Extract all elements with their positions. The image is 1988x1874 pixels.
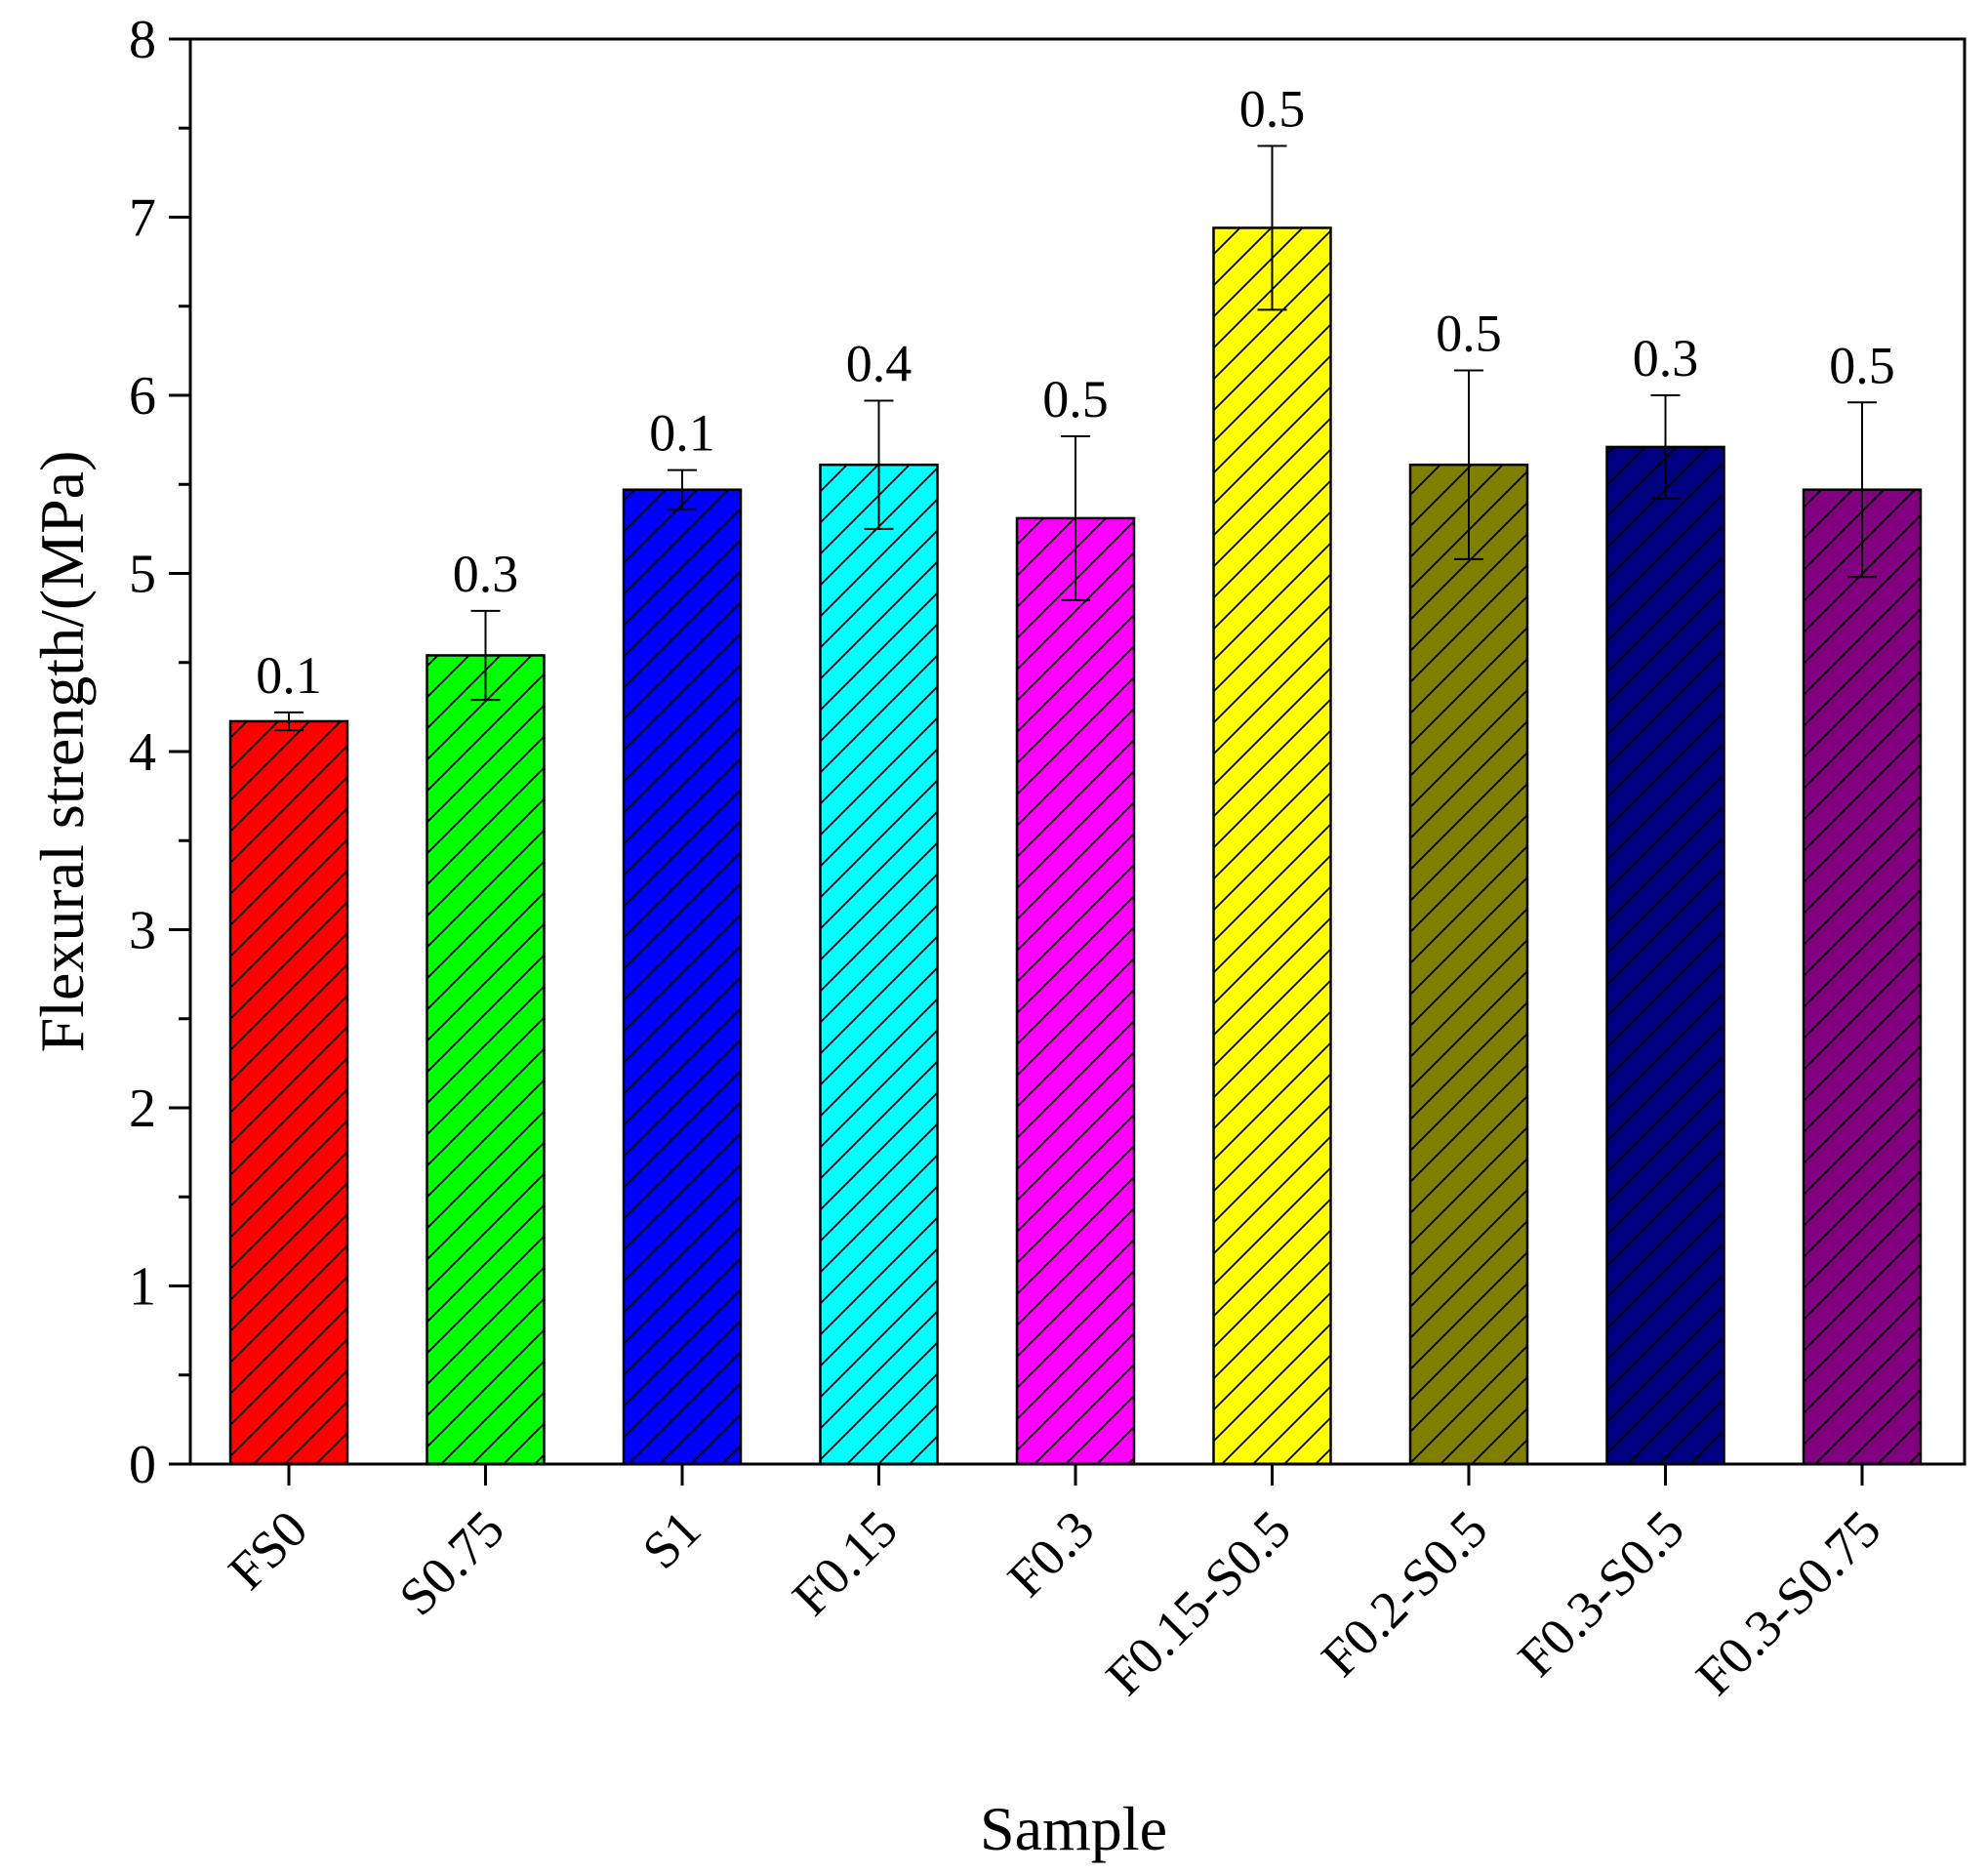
x-tick-label-F0.3-S0.75: F0.3-S0.75 xyxy=(1684,1499,1891,1706)
bar-FS0 xyxy=(228,719,349,1466)
y-tick-label-4: 4 xyxy=(129,722,156,783)
bar-F0.3 xyxy=(1015,516,1136,1466)
x-tick-label-S1: S1 xyxy=(631,1499,712,1580)
bar-F0.15 xyxy=(819,463,939,1466)
x-tick-label-F0.15-S0.5: F0.15-S0.5 xyxy=(1095,1499,1302,1706)
x-tick-label-F0.3: F0.3 xyxy=(996,1499,1105,1608)
x-axis: FS0 S0.75 S1 F0.15 F0.3F0.15-S0.5 F0.2-S0.5 F0… xyxy=(217,1464,1891,1706)
y-tick-label-8: 8 xyxy=(129,10,156,70)
y-tick-label-2: 2 xyxy=(129,1079,156,1139)
x-tick-label-F0.2-S0.5: F0.2-S0.5 xyxy=(1310,1499,1498,1688)
x-tick-label-F0.3-S0.5: F0.3-S0.5 xyxy=(1507,1499,1695,1688)
y-tick-label-0: 0 xyxy=(129,1435,156,1495)
y-tick-label-1: 1 xyxy=(129,1257,156,1318)
bar-F0.2-S0.5 xyxy=(1408,463,1529,1466)
x-tick-label-F0.15: F0.15 xyxy=(781,1499,908,1626)
error-label-S0.75: 0.3 xyxy=(453,545,519,603)
error-label-F0.3-S0.5: 0.3 xyxy=(1633,329,1699,387)
error-bar-F0.2-S0.5 xyxy=(1454,369,1483,560)
bar-F0.15-S0.5 xyxy=(1212,226,1332,1466)
error-bar-FS0 xyxy=(274,711,304,732)
error-bar-F0.15 xyxy=(864,399,894,530)
bar-F0.3-S0.5 xyxy=(1605,445,1725,1466)
y-tick-label-5: 5 xyxy=(129,545,156,605)
error-label-FS0: 0.1 xyxy=(256,646,322,705)
error-bar-S0.75 xyxy=(470,609,501,702)
error-label-F0.3: 0.5 xyxy=(1042,370,1109,428)
y-axis: 0 1 2 3 4 5 6 7 8 xyxy=(129,10,190,1495)
error-bar-F0.3-S0.5 xyxy=(1650,394,1681,500)
error-label-F0.15: 0.4 xyxy=(846,334,913,392)
y-tick-label-7: 7 xyxy=(129,188,156,249)
bar-S0.75 xyxy=(426,654,546,1466)
x-tick-label-S0.75: S0.75 xyxy=(387,1499,514,1626)
error-bar-F0.3-S0.75 xyxy=(1847,401,1877,579)
error-bar-F0.15-S0.5 xyxy=(1257,144,1287,311)
error-bars-layer: 0.1 0.3 0.1 0.4 0.5 0.5 0.5 0.3 0.5 xyxy=(256,80,1895,732)
y-axis-title: Flexural strength/(MPa) xyxy=(27,451,97,1053)
bars-layer xyxy=(228,226,1923,1466)
bar-S1 xyxy=(622,488,743,1466)
error-bar-S1 xyxy=(668,468,697,510)
y-tick-label-3: 3 xyxy=(129,901,156,961)
error-label-S1: 0.1 xyxy=(649,404,715,463)
y-tick-label-6: 6 xyxy=(129,366,156,427)
error-label-F0.3-S0.75: 0.5 xyxy=(1829,336,1895,394)
error-label-F0.2-S0.5: 0.5 xyxy=(1436,304,1502,362)
x-tick-label-FS0: FS0 xyxy=(217,1499,318,1601)
error-bar-F0.3 xyxy=(1061,434,1090,601)
x-axis-title: Sample xyxy=(980,1794,1167,1863)
bar-F0.3-S0.75 xyxy=(1802,488,1923,1466)
error-label-F0.15-S0.5: 0.5 xyxy=(1239,80,1306,139)
